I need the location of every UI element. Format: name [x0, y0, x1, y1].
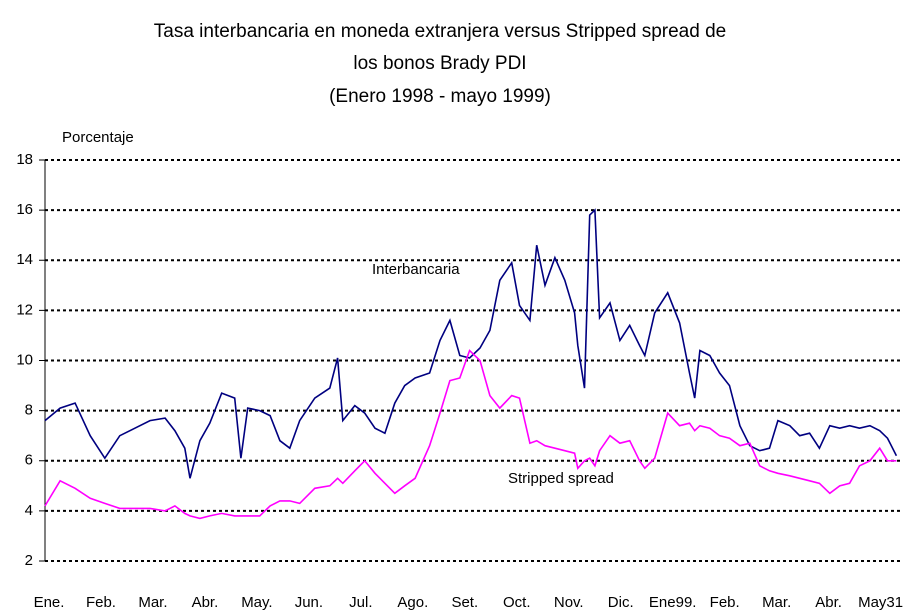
- x-tick-label: Set.: [451, 594, 478, 611]
- x-tick-label: Jun.: [295, 594, 323, 611]
- y-tick-label: 14: [16, 251, 33, 268]
- x-tick-label: Mar.: [138, 594, 167, 611]
- y-tick-label: 16: [16, 201, 33, 218]
- x-tick-label: May.: [241, 594, 272, 611]
- x-tick-label: Jul.: [349, 594, 372, 611]
- y-tick-label: 8: [25, 402, 33, 419]
- y-tick-label: 4: [25, 502, 33, 519]
- y-tick-label: 18: [16, 151, 33, 168]
- y-tick-label: 12: [16, 301, 33, 318]
- y-tick-label: 2: [25, 552, 33, 569]
- y-tick-label: 10: [16, 351, 33, 368]
- annotation: Interbancaria: [372, 261, 460, 278]
- x-tick-label: Oct.: [503, 594, 531, 611]
- series-line: [44, 208, 898, 479]
- x-tick-label: Ene99.: [649, 594, 697, 611]
- chart-title: Tasa interbancaria en moneda extranjera …: [154, 21, 726, 42]
- y-axis-label: Porcentaje: [62, 129, 134, 146]
- annotation: Stripped spread: [508, 470, 614, 487]
- x-tick-label: Mar.: [762, 594, 791, 611]
- y-tick-label: 6: [25, 452, 33, 469]
- x-tick-label: Abr.: [815, 594, 842, 611]
- x-tick-label: May31: [858, 594, 903, 611]
- x-tick-label: Ago.: [397, 594, 428, 611]
- series-line: [44, 349, 897, 520]
- x-tick-label: Dic.: [608, 594, 634, 611]
- chart-subtitle: (Enero 1998 - mayo 1999): [329, 86, 551, 107]
- x-tick-label: Feb.: [86, 594, 116, 611]
- x-tick-label: Abr.: [192, 594, 219, 611]
- x-tick-label: Ene.: [34, 594, 65, 611]
- x-tick-label: Nov.: [554, 594, 584, 611]
- x-tick-label: Feb.: [710, 594, 740, 611]
- chart-title: los bonos Brady PDI: [353, 53, 526, 74]
